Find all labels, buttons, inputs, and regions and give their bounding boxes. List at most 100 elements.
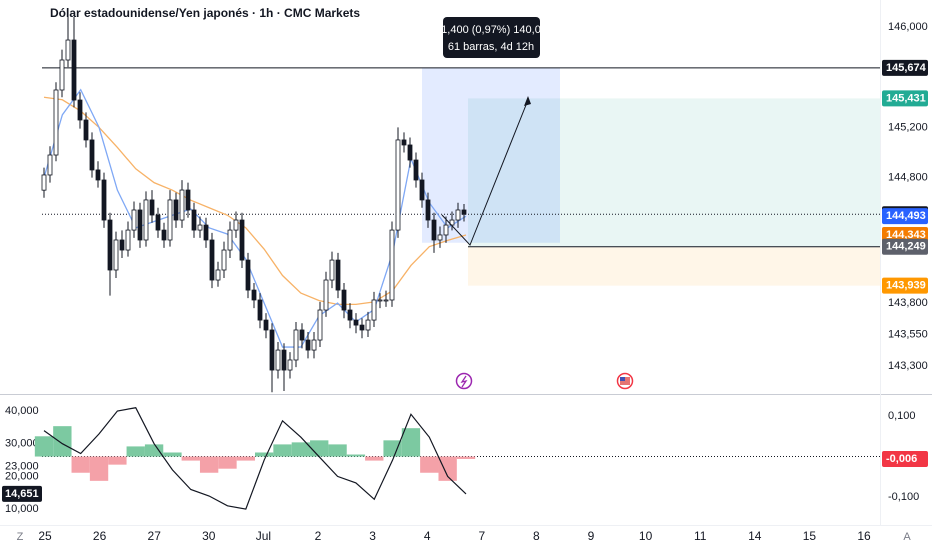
histogram-bar	[126, 446, 145, 457]
histogram-bar	[236, 456, 255, 461]
y-tick-label: 144,800	[888, 172, 928, 184]
histogram-bar	[420, 456, 439, 473]
candle-body	[407, 144, 413, 161]
candle-body	[125, 229, 131, 251]
histogram-bar	[255, 452, 274, 457]
candle-body	[347, 309, 353, 321]
last-value-label: 14,651	[5, 488, 39, 500]
candle-body	[437, 234, 443, 241]
candle-body	[215, 269, 221, 281]
candle-body	[287, 359, 293, 371]
candle-body	[419, 179, 425, 201]
histogram-bar	[273, 444, 292, 457]
x-tick-label: 10	[639, 529, 653, 543]
candle-body	[47, 154, 53, 176]
x-tick-label: 8	[533, 529, 540, 543]
x-tick-label: 7	[478, 529, 485, 543]
x-tick-label: 15	[803, 529, 817, 543]
candle-body	[293, 329, 299, 361]
price-label: 143,939	[886, 280, 926, 292]
candle-body	[443, 224, 449, 236]
candle-body	[431, 219, 437, 241]
x-tick-label: 2	[315, 529, 322, 543]
x-tick-label: 3	[369, 529, 376, 543]
candle-body	[383, 299, 389, 302]
candle-body	[425, 199, 431, 221]
target-zone	[468, 98, 880, 247]
price-label-box	[882, 208, 928, 225]
price-label-box	[882, 277, 928, 294]
tooltip-line: 1,400 (0,97%) 140,0	[441, 24, 541, 36]
x-tick-label: 25	[38, 529, 52, 543]
candle-body	[107, 219, 113, 271]
price-label: 144,249	[886, 241, 926, 253]
price-label-box	[882, 59, 928, 76]
last-value-label: -0,006	[886, 453, 917, 465]
histogram-bar	[346, 454, 366, 457]
tooltip-line: 61 barras, 4d 12h	[448, 41, 534, 53]
candle-body	[131, 209, 137, 231]
candle-body	[371, 299, 377, 321]
candle-body	[155, 214, 161, 231]
candle-body	[71, 39, 77, 101]
candle-body	[323, 279, 329, 311]
candle-body	[335, 259, 341, 291]
candle-body	[197, 224, 203, 231]
histogram-bar	[53, 426, 72, 457]
x-tick-label: 11	[694, 529, 707, 543]
candle-body	[137, 209, 143, 241]
y-tick-label: 143,300	[888, 360, 928, 372]
ui-button[interactable]: A	[903, 531, 911, 543]
candle-body	[167, 199, 173, 241]
candle-body	[53, 89, 59, 156]
candle-body	[143, 199, 149, 241]
candle-body	[311, 339, 317, 351]
candle-body	[77, 99, 83, 121]
candle-body	[245, 259, 251, 291]
y-tick-label: 30,000	[5, 438, 39, 450]
x-tick-label: 16	[857, 529, 871, 543]
candle-body	[275, 349, 281, 371]
y2-tick-label: 0,100	[888, 410, 916, 422]
y-tick-label: 10,000	[5, 503, 39, 515]
price-label: 144,493	[886, 210, 926, 222]
histogram-bar	[310, 440, 329, 457]
oscillator-panel: 40,000 30,000 20,000 10,000 0,100 -0,100 23,00…	[2, 405, 928, 515]
candle-body	[395, 139, 401, 231]
histogram-bar	[71, 456, 90, 473]
candle-body	[101, 179, 107, 221]
candle-body	[83, 119, 89, 141]
flag-icon[interactable]	[616, 372, 634, 390]
histogram-bar	[163, 452, 182, 457]
candle-body	[239, 219, 245, 261]
candle-body	[329, 259, 335, 281]
y-tick-label: 143,800	[888, 297, 928, 309]
y-tick-label: 143,550	[888, 328, 928, 340]
histogram-bar	[365, 456, 384, 461]
candle-body	[269, 329, 275, 371]
candle-body	[359, 324, 365, 331]
candle-body	[413, 159, 419, 181]
candle-body	[389, 229, 395, 301]
histogram-bar	[383, 440, 402, 457]
level-label: 23,000	[5, 460, 39, 472]
moving-average	[43, 88, 467, 348]
candle-body	[377, 299, 383, 302]
candle-body	[227, 229, 233, 251]
last-value-box	[2, 485, 42, 502]
x-tick-label: 14	[748, 529, 762, 543]
price-label: 144,343	[886, 229, 926, 241]
price-label-box	[882, 90, 928, 107]
histogram-bar	[199, 456, 219, 473]
histogram-bar	[456, 456, 476, 459]
event-icon[interactable]	[455, 372, 473, 390]
ui-button[interactable]: Z	[17, 531, 24, 543]
histogram-bar	[144, 444, 164, 457]
y-tick-label: 145,200	[888, 121, 928, 133]
projection-arrow	[441, 96, 531, 246]
candle-body	[161, 229, 167, 241]
candle-body	[461, 209, 467, 215]
candle-body	[119, 239, 125, 251]
